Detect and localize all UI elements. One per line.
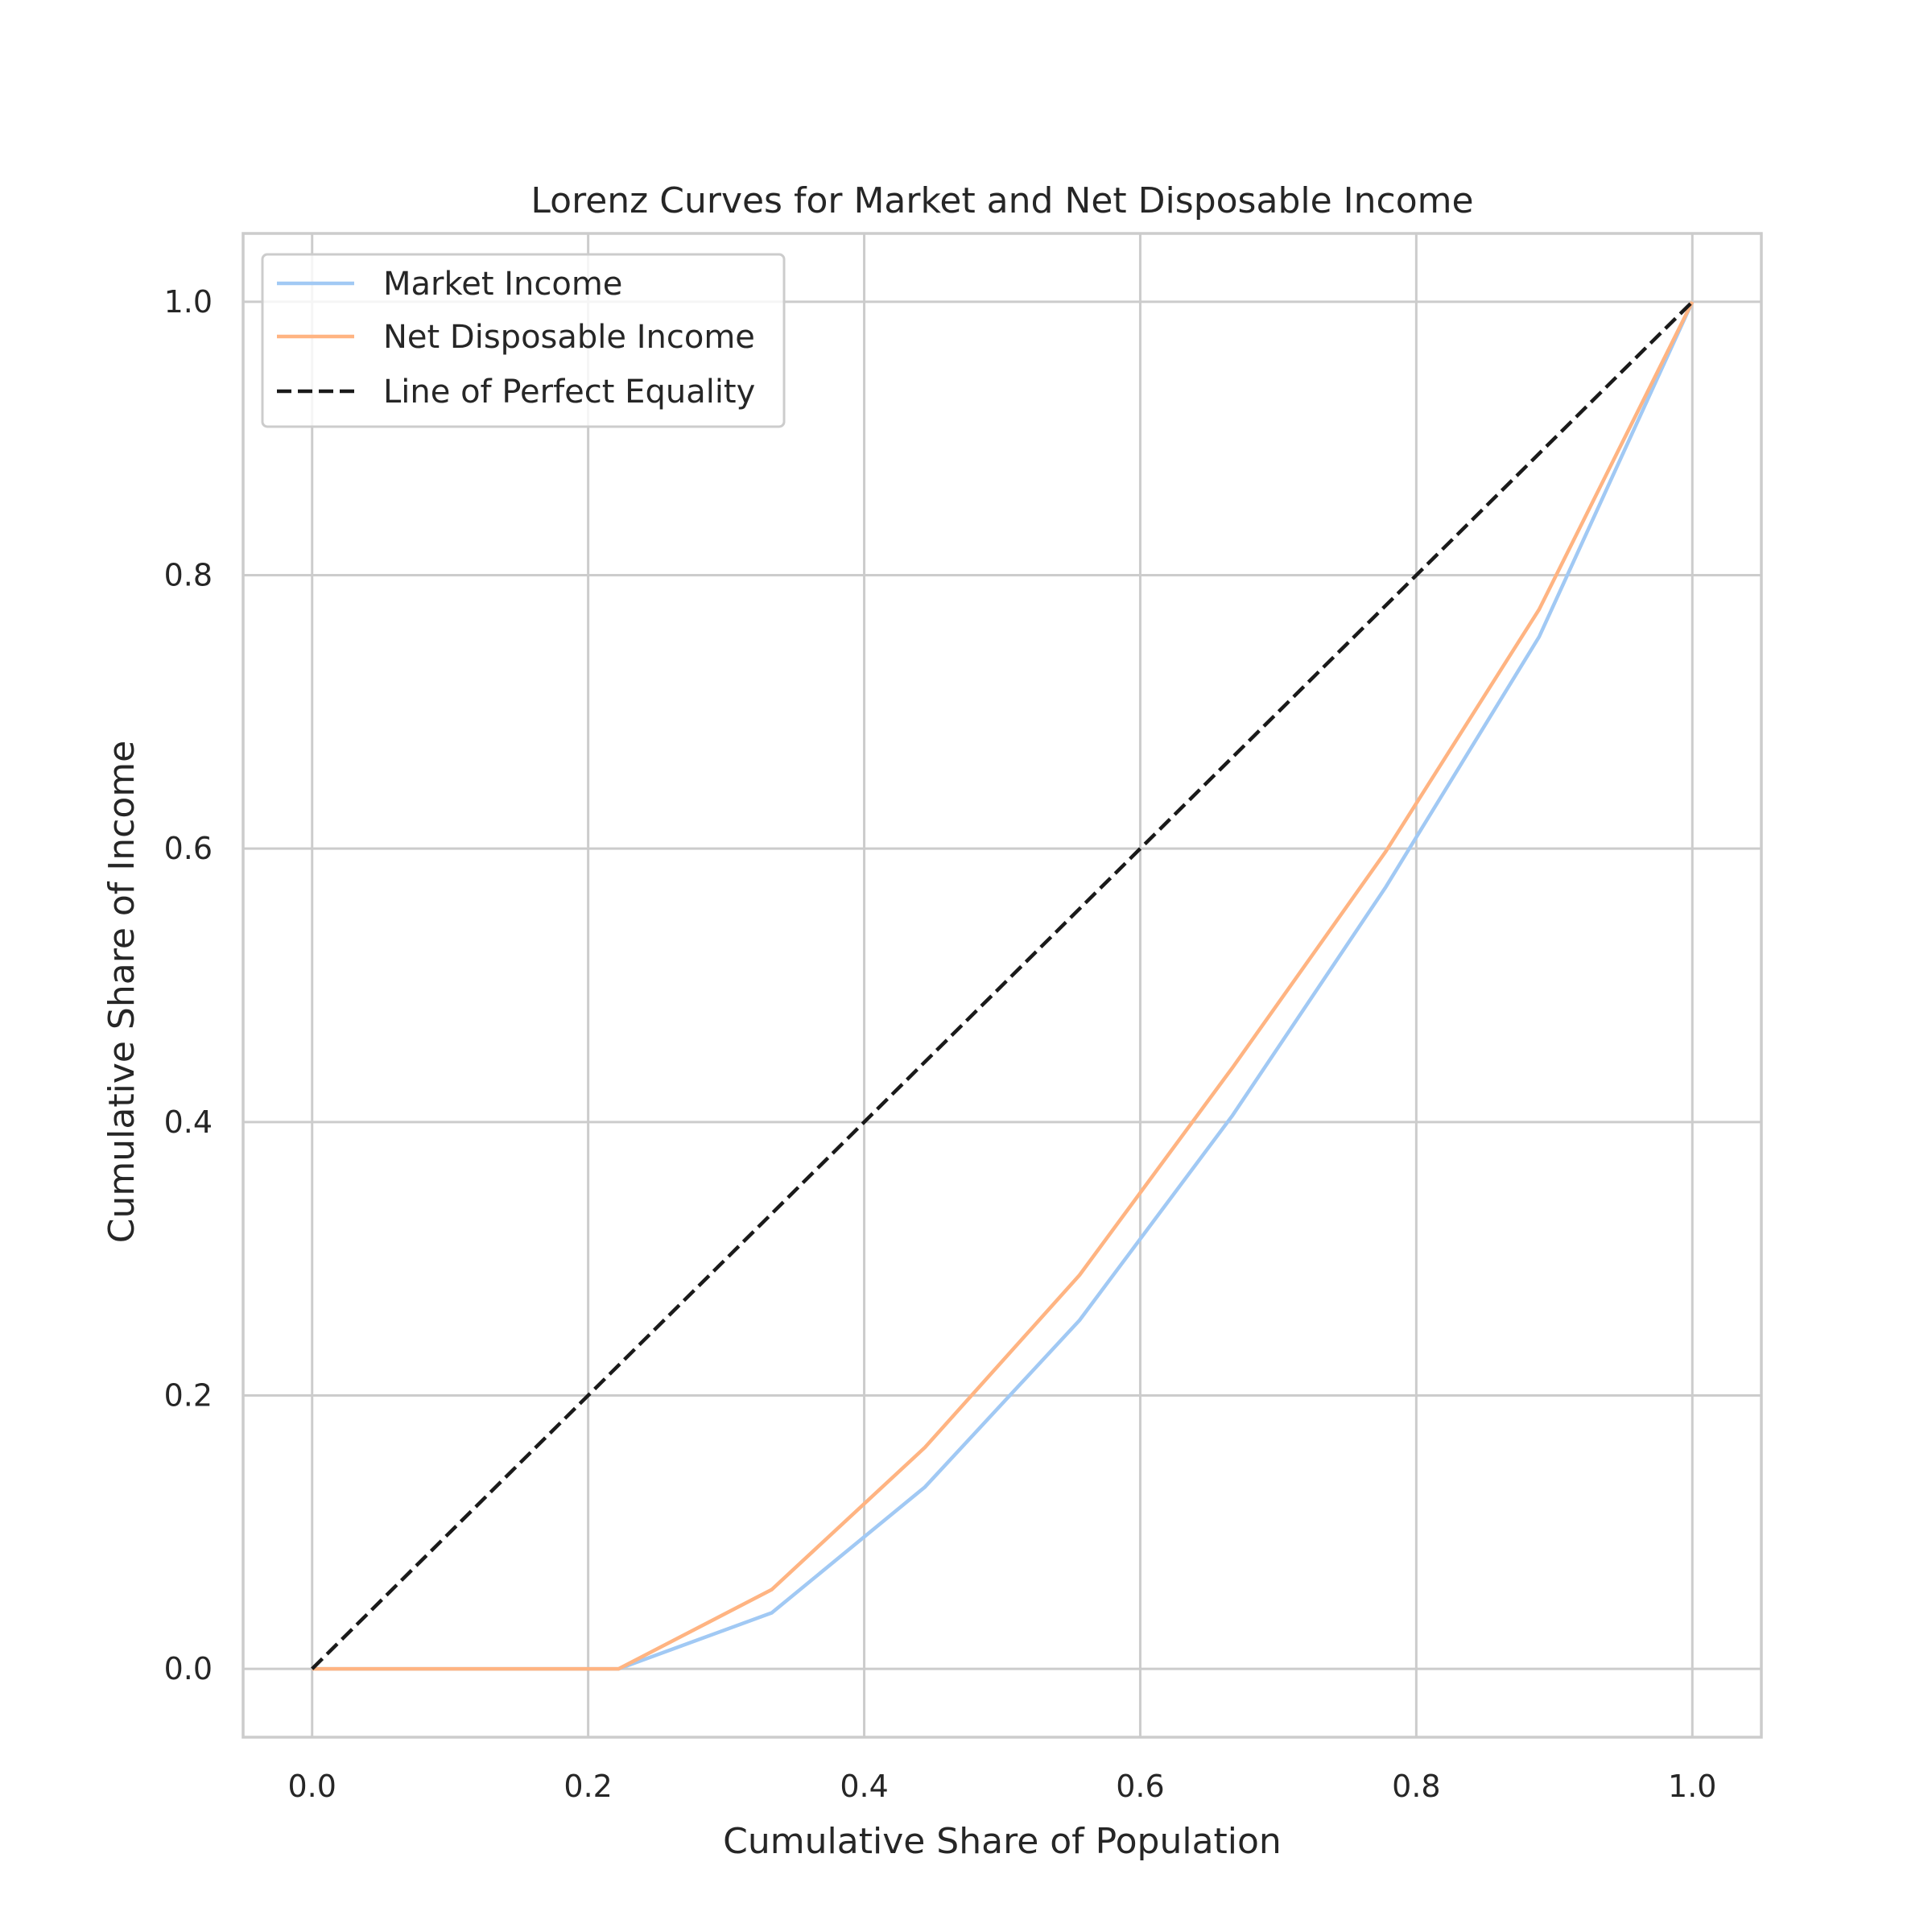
grid-layer <box>243 233 1761 1737</box>
series-layer <box>311 300 1695 1671</box>
x-tick-label: 0.8 <box>1392 1769 1440 1804</box>
y-tick-label: 1.0 <box>164 284 213 320</box>
x-tick-label: 0.4 <box>840 1769 888 1804</box>
series-line-net-disposable-income <box>312 300 1695 1671</box>
x-tick-label: 0.0 <box>288 1769 336 1804</box>
x-axis-label: Cumulative Share of Population <box>723 1821 1282 1862</box>
plot-frame <box>242 232 1763 1739</box>
x-tick-label: 0.6 <box>1116 1769 1164 1804</box>
legend-label-net-disposable-income: Net Disposable Income <box>383 319 755 356</box>
y-tick-label: 0.6 <box>164 831 213 866</box>
x-tick-label: 0.2 <box>564 1769 612 1804</box>
y-axis-label: Cumulative Share of Income <box>101 741 142 1243</box>
series-line-line-of-perfect-equality <box>311 300 1694 1670</box>
legend-label-line-of-perfect-equality: Line of Perfect Equality <box>383 374 755 411</box>
legend: Market Income Net Disposable Income Line… <box>261 253 786 428</box>
y-tick-label: 0.2 <box>164 1377 213 1413</box>
y-tick-label: 0.4 <box>164 1104 213 1140</box>
tick-labels: 0.0 0.2 0.4 0.6 0.8 1.0 0.0 0.2 0.4 0.6 0.8 1.0 <box>164 284 1717 1804</box>
chart-title: Lorenz Curves for Market and Net Disposa… <box>530 180 1473 221</box>
legend-frame <box>261 253 786 428</box>
y-tick-label: 0.8 <box>164 558 213 593</box>
y-tick-label: 0.0 <box>164 1651 213 1686</box>
legend-label-market-income: Market Income <box>383 266 622 303</box>
x-tick-label: 1.0 <box>1668 1769 1716 1804</box>
